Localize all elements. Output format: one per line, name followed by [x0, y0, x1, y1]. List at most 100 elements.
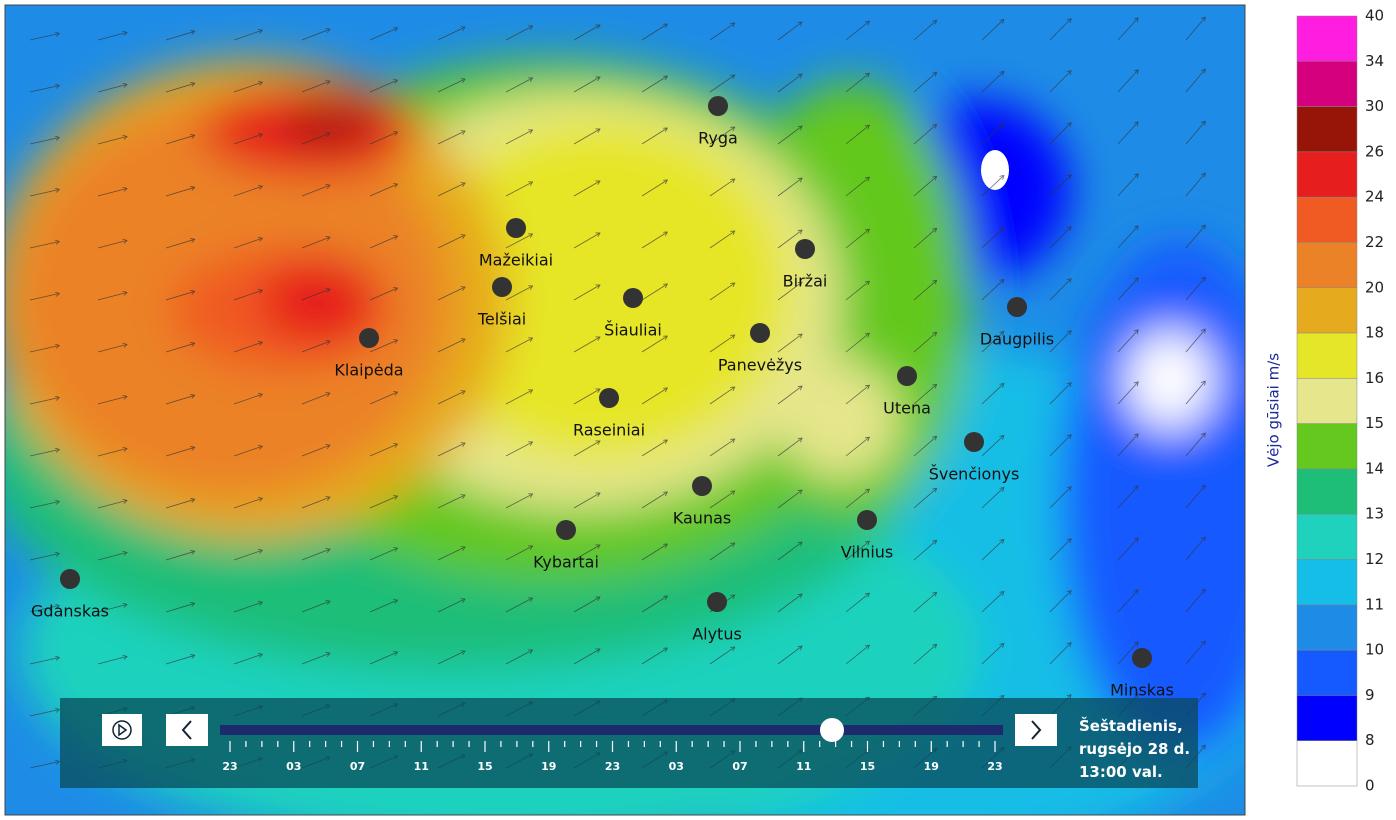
wind-arrow	[913, 488, 937, 509]
wind-arrow	[709, 387, 735, 405]
legend-swatch	[1296, 151, 1358, 198]
wind-arrow	[437, 443, 465, 457]
wind-arrow	[1185, 225, 1205, 249]
wind-arrow	[981, 539, 1004, 561]
city-label: Kybartai	[533, 553, 599, 572]
wind-arrow	[1117, 226, 1138, 249]
legend-swatch	[1296, 378, 1358, 424]
wind-arrow	[437, 495, 465, 509]
wind-arrow	[505, 650, 533, 665]
legend-swatch	[1296, 740, 1358, 787]
wind-arrow	[301, 549, 330, 561]
wind-arrow	[641, 648, 667, 665]
wind-arrow	[1049, 539, 1071, 561]
city-marker	[1007, 297, 1027, 317]
map: Ryga Mažeikiai Telšiai Šiauliai Biržai Klaipė…	[5, 5, 1245, 815]
wind-arrow	[233, 498, 262, 509]
wind-arrow	[437, 27, 465, 41]
wind-arrow	[97, 448, 127, 457]
wind-arrow	[1117, 174, 1138, 197]
wind-arrow	[369, 288, 398, 301]
wind-arrow	[845, 229, 869, 249]
wind-arrow	[1049, 383, 1071, 405]
wind-arrow	[777, 334, 802, 353]
city-marker	[60, 569, 80, 589]
timeline-tick-label: 19	[541, 760, 556, 773]
legend-label: 22	[1365, 233, 1384, 251]
wind-arrow	[165, 239, 195, 249]
wind-arrow	[913, 436, 937, 457]
next-button[interactable]	[1015, 714, 1057, 746]
wind-arrow	[981, 227, 1004, 249]
wind-arrow	[913, 592, 937, 613]
wind-arrow	[981, 123, 1004, 145]
wind-arrow	[29, 450, 59, 457]
wind-arrow	[1185, 69, 1205, 93]
legend-label: 14	[1365, 459, 1384, 477]
wind-arrow	[369, 340, 398, 353]
legend-swatch	[1296, 332, 1358, 379]
wind-arrow	[505, 390, 533, 405]
legend-swatch	[1296, 196, 1358, 243]
timeline-tick-label: 03	[286, 760, 301, 773]
play-button[interactable]	[102, 714, 142, 746]
wind-arrow	[1185, 433, 1205, 457]
wind-arrow	[165, 31, 195, 41]
wind-arrow	[777, 646, 802, 665]
wind-arrow	[573, 649, 600, 665]
wind-arrow	[981, 331, 1004, 353]
wind-arrow	[369, 236, 398, 249]
prev-button[interactable]	[166, 714, 208, 746]
wind-arrow	[165, 291, 195, 301]
wind-arrow	[29, 242, 59, 249]
slider-track[interactable]	[220, 725, 1003, 735]
timeline-tick-label: 23	[987, 760, 1002, 773]
city-marker	[359, 328, 379, 348]
wind-arrow	[301, 237, 330, 249]
wind-arrow	[709, 231, 735, 249]
wind-arrow	[641, 492, 667, 509]
city-marker	[964, 432, 984, 452]
wind-arrow	[573, 337, 600, 353]
wind-arrow	[165, 551, 195, 561]
wind-arrow	[1049, 435, 1071, 457]
wind-arrow	[981, 487, 1004, 509]
wind-arrow	[505, 78, 533, 93]
legend-label: 26	[1365, 142, 1384, 160]
wind-arrow	[709, 543, 735, 561]
wind-arrow	[981, 383, 1004, 405]
legend-label: 18	[1365, 324, 1384, 342]
date-line: rugsėjo 28 d.	[1079, 740, 1190, 758]
wind-arrow	[29, 86, 59, 93]
wind-arrow	[369, 132, 398, 145]
legend-swatch	[1296, 242, 1358, 289]
wind-arrow	[29, 554, 59, 561]
wind-arrow	[913, 540, 937, 561]
wind-arrow	[437, 547, 465, 561]
city-label: Gdanskas	[31, 602, 109, 621]
wind-arrow	[913, 72, 937, 93]
legend-swatch	[1296, 106, 1358, 153]
wind-arrow	[233, 290, 262, 301]
wind-arrow	[777, 178, 802, 197]
wind-arrow	[641, 180, 667, 197]
legend-label: 40	[1365, 7, 1384, 25]
wind-arrow	[505, 494, 533, 509]
wind-arrow	[777, 386, 802, 405]
wind-arrow	[709, 179, 735, 197]
wind-arrow	[1185, 589, 1205, 613]
wind-arrow	[913, 280, 937, 301]
wind-arrow	[369, 184, 398, 197]
wind-arrow	[505, 546, 533, 561]
city-label: Daugpilis	[980, 330, 1054, 349]
slider-handle[interactable]	[820, 718, 844, 742]
legend-label: 16	[1365, 369, 1384, 387]
legend-label: 15	[1365, 414, 1384, 432]
wind-arrow	[1117, 538, 1138, 561]
city-marker	[708, 96, 728, 116]
legend-label: 11	[1365, 595, 1384, 613]
wind-arrow	[233, 238, 262, 249]
wind-arrow	[29, 294, 59, 301]
city-label: Klaipėda	[334, 361, 403, 380]
timeline: 23 03 07 11 15 19 23 03 07 11 15 19 23 Šeštadienis, r…	[60, 698, 1198, 788]
